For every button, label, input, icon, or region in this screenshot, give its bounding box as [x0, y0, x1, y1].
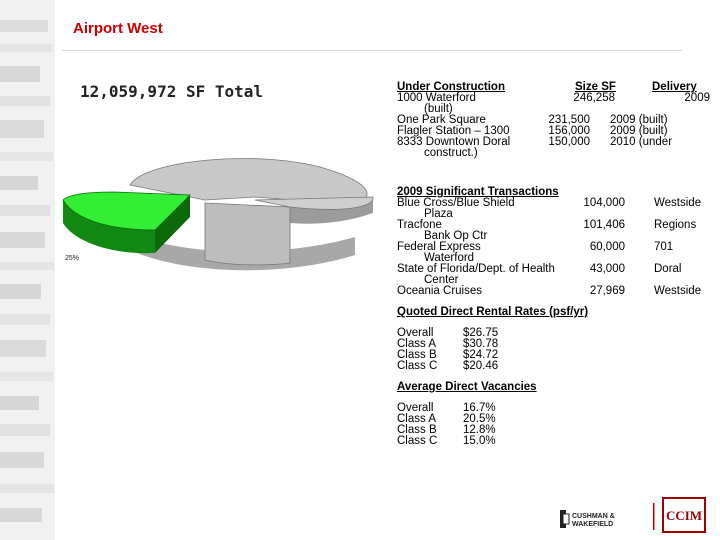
- ccim-logo-text: CCIM: [666, 508, 702, 523]
- page-title: Airport West: [73, 20, 163, 37]
- tx-item-name: State of Florida/Dept. of Health: [397, 263, 555, 275]
- cushman-wakefield-logo: CUSHMAN & WAKEFIELD: [560, 510, 615, 528]
- tx-item-area: 701: [654, 241, 674, 253]
- uc-item-name: Flagler Station – 1300: [397, 125, 510, 137]
- footer-logos: CUSHMAN & WAKEFIELD CCIM: [560, 497, 706, 533]
- rate-label: Class B: [397, 349, 437, 361]
- ccim-frame: [662, 497, 706, 533]
- tx-item-name: Blue Cross/Blue Shield: [397, 197, 515, 209]
- rate-label: Class C: [397, 360, 438, 372]
- tx-item-area: Westside: [654, 197, 702, 209]
- tx-item-name: Tracfone: [397, 219, 442, 231]
- size-sf-heading: Size SF: [575, 81, 616, 93]
- uc-item-size: 156,000: [548, 125, 590, 137]
- cw-logo-line2: WAKEFIELD: [572, 521, 613, 528]
- pie-side-main: [117, 200, 355, 271]
- tx-item-name: Oceania Cruises: [397, 285, 483, 297]
- uc-item-delivery: 2009 (built): [610, 114, 668, 126]
- tx-item-name-cont: Waterford: [424, 252, 475, 264]
- uc-item-size: 231,500: [548, 114, 590, 126]
- vacancy-label: Class B: [397, 424, 437, 436]
- tx-item-area: Doral: [654, 263, 682, 275]
- pie-slice-right: [254, 196, 374, 210]
- pie-label-25: 25%: [65, 255, 79, 262]
- vacancies-heading: Average Direct Vacancies: [397, 381, 537, 393]
- tx-item-size: 27,969: [589, 285, 625, 297]
- tx-item-area: Regions: [654, 219, 697, 231]
- uc-item-size: 150,000: [548, 136, 590, 148]
- tx-item-size: 104,000: [583, 197, 625, 209]
- rate-value: $20.46: [463, 360, 499, 372]
- uc-item-name-cont: (built): [424, 103, 453, 115]
- ccim-logo: CCIM: [662, 497, 706, 533]
- cw-mark-2: [562, 513, 570, 525]
- cw-logo-line1: CUSHMAN &: [572, 513, 615, 520]
- decorative-side-stripes: [0, 0, 55, 540]
- vacancy-value: 16.7%: [463, 402, 496, 414]
- rate-label: Class A: [397, 338, 436, 350]
- rate-value: $26.75: [463, 327, 499, 339]
- vacancy-value: 12.8%: [463, 424, 496, 436]
- pie-side-middle: [204, 202, 291, 266]
- rates-heading: Quoted Direct Rental Rates (psf/yr): [397, 306, 589, 318]
- tx-item-name-cont: Bank Op Ctr: [424, 230, 488, 242]
- uc-item-name-cont: construct.): [424, 147, 478, 159]
- uc-item-name: 8333 Downtown Doral: [397, 136, 511, 148]
- uc-item-name: 1000 Waterford: [397, 92, 476, 104]
- title-divider: [62, 50, 682, 51]
- under-construction-heading: Under Construction: [397, 81, 505, 93]
- tx-item-name: Federal Express: [397, 241, 481, 253]
- transactions-heading: 2009 Significant Transactions: [397, 186, 559, 198]
- tx-item-size: 60,000: [589, 241, 625, 253]
- rate-label: Overall: [397, 327, 434, 339]
- rate-value: $30.78: [463, 338, 499, 350]
- delivery-heading: Delivery: [652, 81, 697, 93]
- vacancy-value: 15.0%: [463, 435, 496, 447]
- tx-item-size: 101,406: [583, 219, 625, 231]
- uc-item-delivery: 2009: [684, 92, 710, 104]
- uc-item-delivery: 2010 (under: [610, 136, 673, 148]
- tx-item-size: 43,000: [589, 263, 625, 275]
- vacancy-label: Class C: [397, 435, 438, 447]
- vacancy-value: 20.5%: [463, 413, 496, 425]
- pie-chart: 25%: [62, 158, 374, 271]
- pie-slice-green: [62, 191, 191, 231]
- uc-item-size: 246,258: [573, 92, 615, 104]
- pie-side-green-2: [155, 195, 190, 253]
- total-sf: 12,059,972 SF Total: [80, 82, 264, 101]
- logo-divider: [653, 503, 655, 530]
- uc-item-name: One Park Square: [397, 114, 486, 126]
- rate-value: $24.72: [463, 349, 499, 361]
- vacancy-label: Overall: [397, 402, 434, 414]
- tx-item-name-cont: Plaza: [424, 208, 453, 220]
- uc-item-delivery: 2009 (built): [610, 125, 668, 137]
- tx-item-area: Westside: [654, 285, 702, 297]
- vacancy-label: Class A: [397, 413, 436, 425]
- tx-item-name-cont: Center: [424, 274, 459, 286]
